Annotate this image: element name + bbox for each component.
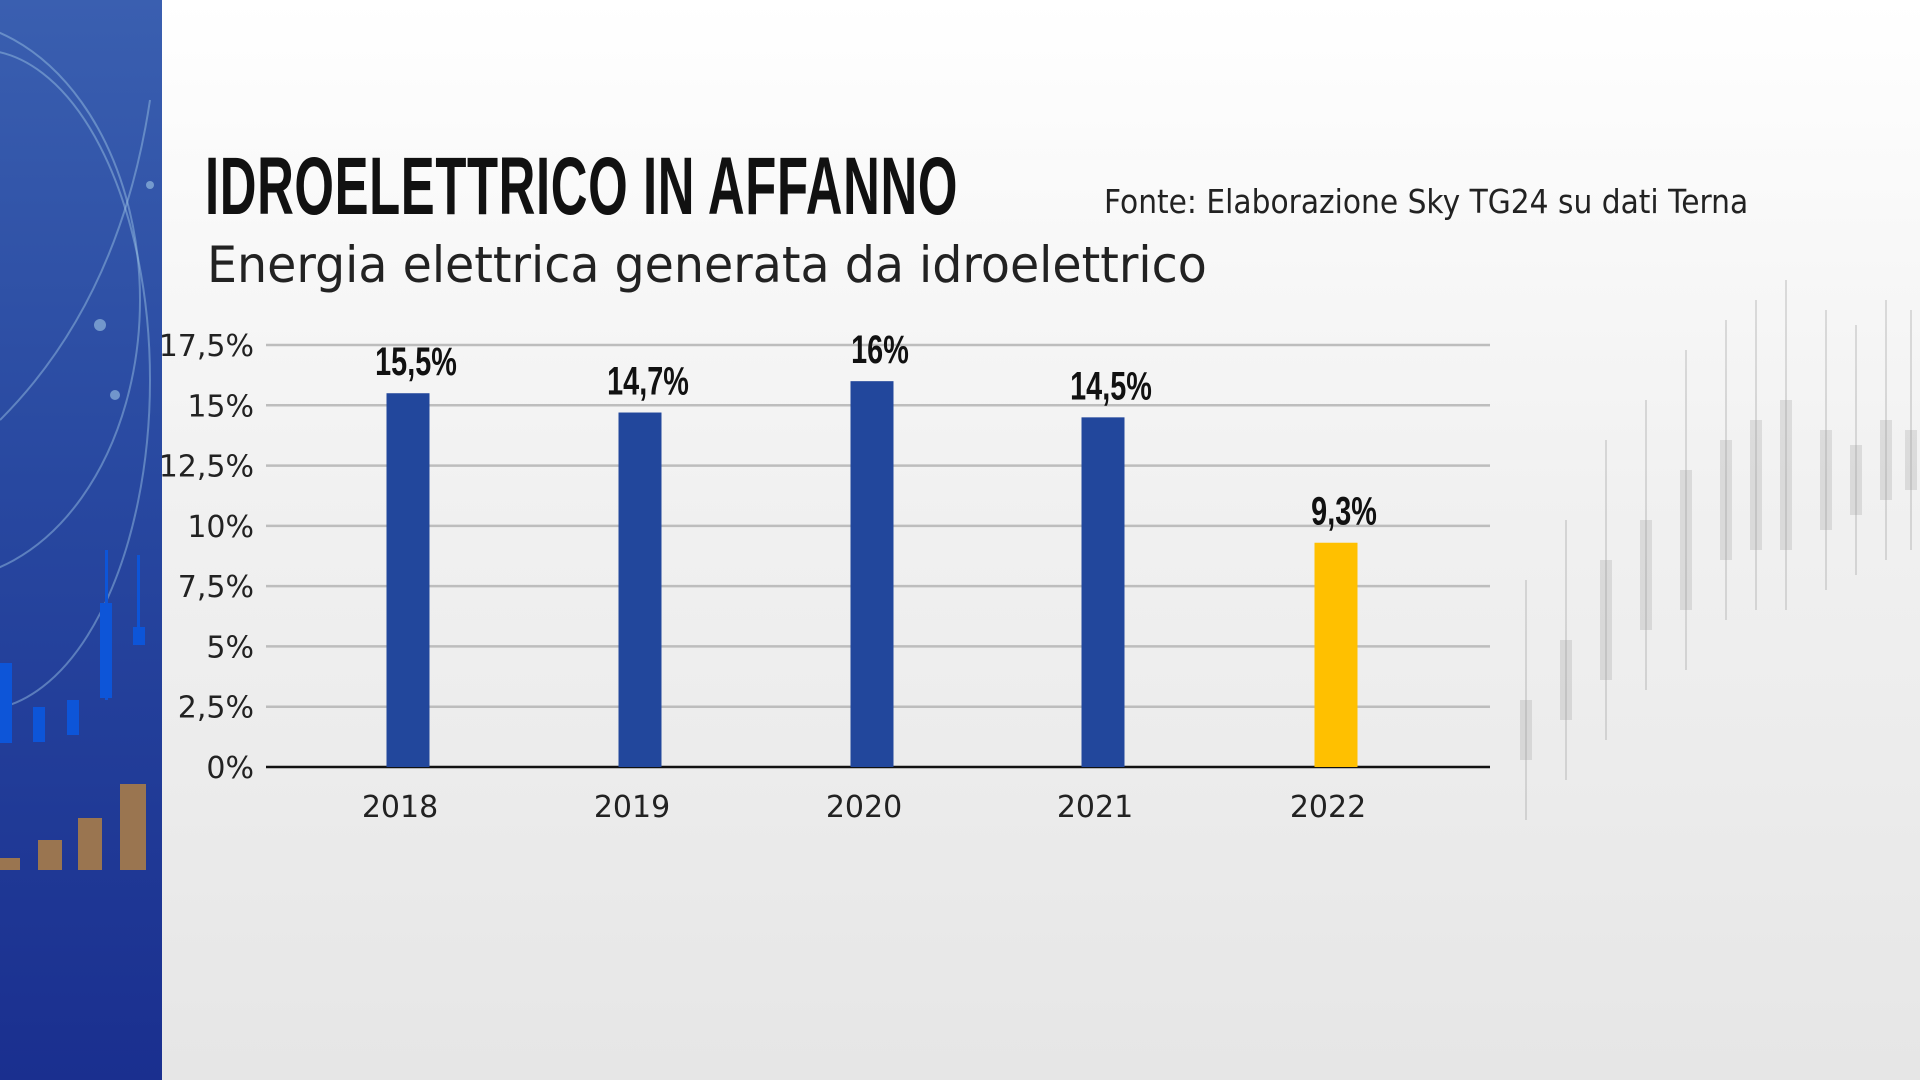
- y-tick-label: 10%: [187, 510, 254, 545]
- data-label: 14,5%: [1070, 364, 1152, 409]
- page-title: IDROELETTRICO IN AFFANNO: [205, 141, 958, 232]
- decorative-candlestick: [1750, 420, 1762, 550]
- data-label: 15,5%: [375, 340, 457, 385]
- y-tick-label: 0%: [206, 751, 254, 786]
- chart-subtitle: Energia elettrica generata da idroelettr…: [207, 236, 1207, 294]
- bar-2021: [1081, 417, 1125, 767]
- source-note: Fonte: Elaborazione Sky TG24 su dati Ter…: [1104, 182, 1749, 221]
- decorative-candlestick: [1820, 430, 1832, 530]
- y-tick-label: 15%: [187, 389, 254, 424]
- decorative-network-graphic: [0, 31, 154, 870]
- x-tick-label: 2019: [594, 790, 670, 825]
- bar-2020: [850, 381, 894, 767]
- data-label: 16%: [851, 328, 909, 373]
- x-tick-label: 2020: [826, 790, 902, 825]
- x-tick-label: 2018: [362, 790, 438, 825]
- y-tick-label: 12,5%: [159, 450, 254, 485]
- decorative-candlestick: [1520, 700, 1532, 760]
- decorative-candlestick: [1560, 640, 1572, 720]
- y-tick-label: 17,5%: [159, 329, 254, 364]
- decorative-candlestick: [1905, 430, 1917, 490]
- decorative-candlestick: [1600, 560, 1612, 680]
- x-tick-label: 2022: [1290, 790, 1366, 825]
- decorative-sidebar: [0, 0, 162, 1080]
- decorative-candlestick: [1780, 400, 1792, 550]
- bar-2019: [618, 412, 662, 767]
- data-label: 14,7%: [607, 359, 689, 404]
- decorative-candlestick: [1850, 445, 1862, 515]
- decorative-candlestick: [1680, 470, 1692, 610]
- y-tick-label: 7,5%: [178, 570, 254, 605]
- data-label: 9,3%: [1311, 489, 1377, 534]
- decorative-candlestick: [1720, 440, 1732, 560]
- y-tick-label: 2,5%: [178, 691, 254, 726]
- bar-2018: [386, 393, 430, 767]
- decorative-candlestick: [1880, 420, 1892, 500]
- bar-2022: [1314, 542, 1358, 767]
- decorative-candlestick: [1640, 520, 1652, 630]
- x-tick-label: 2021: [1057, 790, 1133, 825]
- y-tick-label: 5%: [206, 630, 254, 665]
